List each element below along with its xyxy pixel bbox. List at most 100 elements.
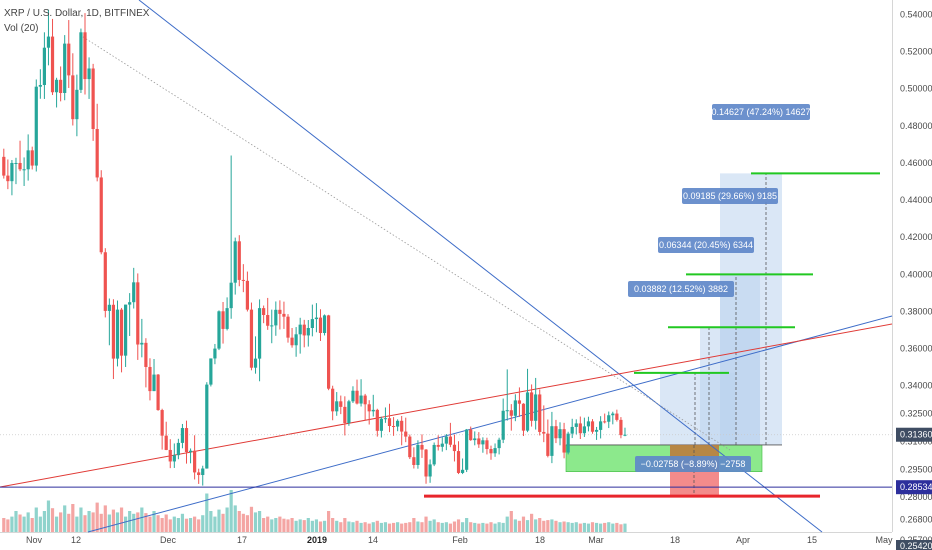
volume-bar xyxy=(59,512,63,532)
volume-bar xyxy=(115,512,120,532)
volume-bar xyxy=(534,519,538,532)
price-axis-panel xyxy=(892,0,932,550)
candle-body xyxy=(432,444,436,465)
volume-bar xyxy=(542,520,546,532)
volume-bar xyxy=(363,522,367,532)
volume-bar xyxy=(505,516,509,532)
candle-body xyxy=(42,47,46,86)
volume-bar xyxy=(225,507,229,532)
volume-bar xyxy=(416,521,420,532)
volume-indicator-label[interactable]: Vol (20) xyxy=(4,23,39,34)
candle-body xyxy=(217,311,221,349)
volume-bar xyxy=(111,509,116,532)
volume-bar xyxy=(586,523,591,532)
volume-bar xyxy=(172,516,176,532)
volume-bar xyxy=(278,516,282,532)
candle-body xyxy=(420,444,424,450)
candle-body xyxy=(509,410,513,416)
candle-body xyxy=(310,319,314,328)
volume-bar xyxy=(213,516,217,532)
candle-body xyxy=(294,334,298,346)
volume-bar xyxy=(566,522,570,532)
candle-body xyxy=(538,394,542,432)
candle-body xyxy=(359,395,363,404)
volume-bar xyxy=(465,518,469,532)
volume-bar xyxy=(193,516,197,532)
y-tick-label: 0.48000 xyxy=(900,121,932,131)
candle-body xyxy=(546,433,550,456)
candle-body xyxy=(59,79,63,93)
candle-body xyxy=(34,86,38,166)
volume-bar xyxy=(22,516,26,532)
candle-body xyxy=(221,311,225,329)
candle-body xyxy=(566,433,570,453)
candle-body xyxy=(298,324,302,335)
candle-body xyxy=(172,455,176,462)
volume-bar xyxy=(509,511,513,532)
volume-bar xyxy=(99,513,103,532)
volume-bar xyxy=(603,522,607,532)
volume-bar xyxy=(217,509,221,532)
candle-body xyxy=(103,252,107,311)
volume-bar xyxy=(233,505,237,532)
candle-body xyxy=(497,439,501,449)
volume-bar xyxy=(302,520,306,532)
candle-body xyxy=(428,464,432,477)
candle-body xyxy=(351,390,355,402)
volume-bar xyxy=(42,511,46,532)
candle-body xyxy=(623,434,627,436)
price-axis: 0.54000 0.52000 0.50000 0.48000 0.46000 0.440… xyxy=(896,9,932,550)
y-tick-label: 0.29500 xyxy=(900,464,932,474)
candle-body xyxy=(2,156,6,176)
candle-body xyxy=(30,150,34,166)
candle-body xyxy=(493,448,497,454)
volume-bar xyxy=(473,522,477,532)
volume-bar xyxy=(144,513,148,532)
candle-body xyxy=(144,342,148,367)
y-tick-label: 0.25700 xyxy=(900,535,932,545)
candle-body xyxy=(513,400,517,416)
candle-body xyxy=(558,429,562,439)
candle-body xyxy=(599,421,603,430)
candlesticks xyxy=(2,9,627,486)
x-tick-label: 12 xyxy=(71,535,81,545)
candle-body xyxy=(306,327,310,336)
candle-body xyxy=(111,304,116,359)
candle-body xyxy=(562,429,566,453)
candle-body xyxy=(140,342,144,345)
measure-label-box xyxy=(628,281,734,297)
volume-bar xyxy=(432,519,436,532)
volume-bar xyxy=(209,511,213,532)
candle-body xyxy=(128,302,132,305)
x-tick-label: 17 xyxy=(237,535,247,545)
volume-bar xyxy=(456,519,461,532)
candle-body xyxy=(485,440,489,450)
candle-body xyxy=(456,451,461,473)
volume-bar xyxy=(444,522,448,532)
candle-body xyxy=(75,89,79,120)
volume-bar xyxy=(71,504,75,532)
volume-bar xyxy=(599,523,603,532)
volume-bar xyxy=(152,511,156,532)
measure-label: 0.14627 (47.24%) 14627 xyxy=(711,107,810,117)
candle-body xyxy=(95,129,99,178)
volume-bar xyxy=(546,520,550,532)
volume-bar xyxy=(391,522,396,532)
candle-body xyxy=(302,324,306,336)
candle-body xyxy=(396,420,400,427)
volume-bar xyxy=(266,516,270,532)
candle-body xyxy=(156,374,160,411)
candle-body xyxy=(322,315,327,334)
symbol-title[interactable]: XRP / U.S. Dollar, 1D, BITFINEX xyxy=(4,8,150,19)
volume-bar xyxy=(38,516,42,532)
candle-body xyxy=(282,313,286,317)
candle-body xyxy=(550,426,554,456)
volume-bar xyxy=(331,518,335,532)
volume-bar xyxy=(517,520,522,532)
candle-body xyxy=(107,304,111,311)
volume-bar xyxy=(160,518,164,532)
volume-bar xyxy=(477,523,481,532)
volume-bar xyxy=(205,493,209,532)
candle-body xyxy=(424,449,428,477)
